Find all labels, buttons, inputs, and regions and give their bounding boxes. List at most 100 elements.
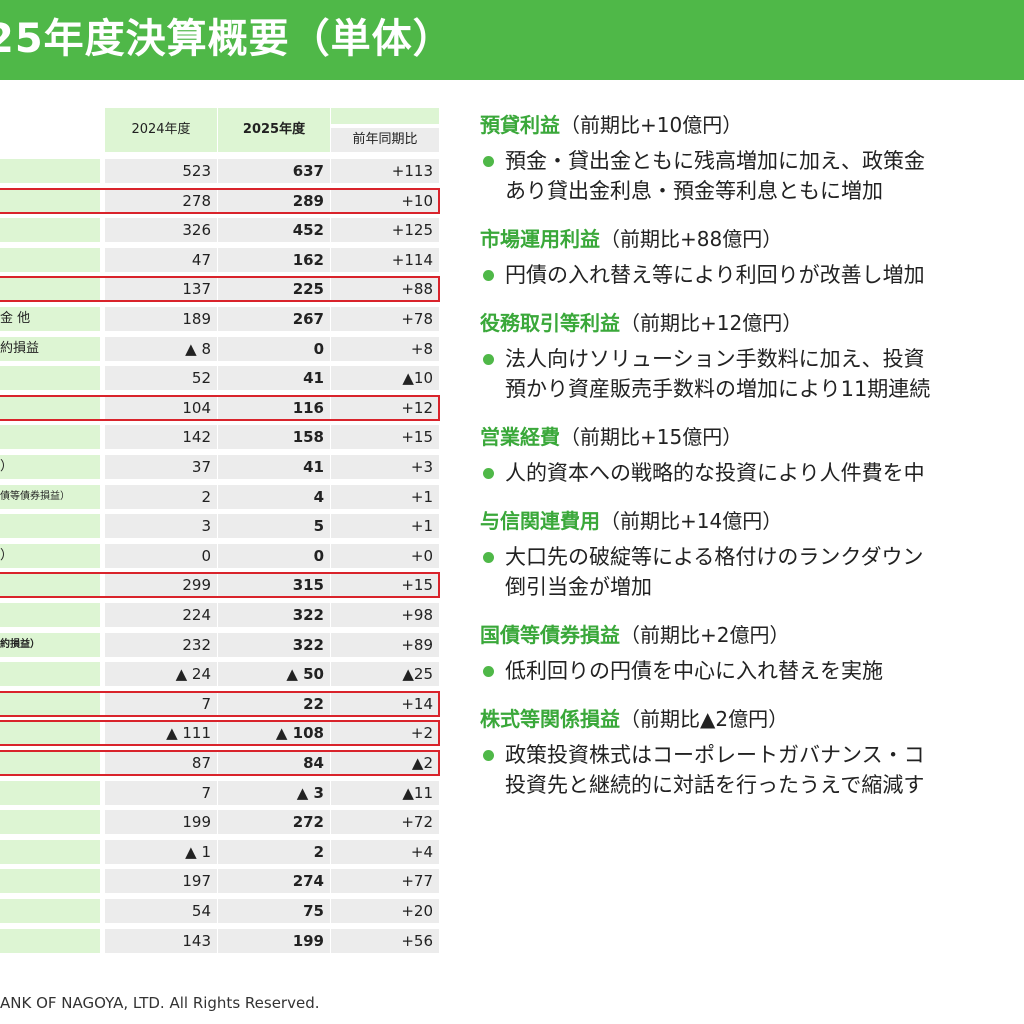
- explanations: 預貸利益（前期比+10億円） 預金・貸出金ともに残高増加に加え、政策金 あり貸出金利…: [480, 110, 1024, 800]
- bullet-dot-icon: [483, 468, 494, 479]
- section-title: 営業経費（前期比+15億円）: [480, 422, 1024, 452]
- row-label: [0, 189, 100, 213]
- bullet-dot-icon: [483, 666, 494, 677]
- value-diff: +77: [331, 869, 439, 893]
- value-2025: 162: [218, 248, 330, 272]
- value-2024: 142: [105, 425, 217, 449]
- value-2025: 0: [218, 544, 330, 568]
- section-title: 預貸利益（前期比+10億円）: [480, 110, 1024, 140]
- value-2025: 452: [218, 218, 330, 242]
- value-diff: +0: [331, 544, 439, 568]
- section-title: 株式等関係損益（前期比▲2億円）: [480, 704, 1024, 734]
- value-2024: 232: [105, 633, 217, 657]
- section-change: （前期比+88億円）: [600, 227, 783, 251]
- value-diff: +3: [331, 455, 439, 479]
- value-2025: 41: [218, 455, 330, 479]
- bullet-line: 倒引当金が増加: [505, 575, 652, 599]
- value-2025: 4: [218, 485, 330, 509]
- value-2024: 143: [105, 929, 217, 953]
- value-2025: ▲ 108: [218, 721, 330, 745]
- bullet-item: 法人向けソリューション手数料に加え、投資 預かり資産販売手数料の増加により11期連…: [480, 344, 1024, 404]
- value-2024: 3: [105, 514, 217, 538]
- row-label: [0, 159, 100, 183]
- value-2024: 52: [105, 366, 217, 390]
- explanation-section: 役務取引等利益（前期比+12億円） 法人向けソリューション手数料に加え、投資 預かり…: [480, 308, 1024, 404]
- value-2025: 315: [218, 573, 330, 597]
- header-2025-label: 2025年度: [242, 122, 306, 137]
- section-title: 与信関連費用（前期比+14億円）: [480, 506, 1024, 536]
- explanation-section: 株式等関係損益（前期比▲2億円） 政策投資株式はコーポレートガバナンス・コ 投資先と…: [480, 704, 1024, 800]
- value-2025: ▲ 50: [218, 662, 330, 686]
- value-2024: 224: [105, 603, 217, 627]
- header-2024: 2024年度: [105, 108, 217, 152]
- section-key: 株式等関係損益: [480, 707, 620, 731]
- value-2025: 199: [218, 929, 330, 953]
- results-table: 2024年度 2025年度 前年同期比 523 637 +113 278 289 +10 3…: [0, 0, 450, 1000]
- section-title: 国債等債券損益（前期比+2億円）: [480, 620, 1024, 650]
- value-2025: 158: [218, 425, 330, 449]
- page-title: 25年度決算概要（単体）: [0, 16, 454, 62]
- section-change: （前期比+15億円）: [560, 425, 743, 449]
- header-2025: 2025年度: [218, 108, 330, 152]
- value-2025: 322: [218, 603, 330, 627]
- value-diff: ▲10: [331, 366, 439, 390]
- value-2024: 278: [105, 189, 217, 213]
- title-bar: 25年度決算概要（単体）: [0, 0, 1024, 80]
- value-diff: ▲25: [331, 662, 439, 686]
- value-2024: 0: [105, 544, 217, 568]
- row-label: [0, 869, 100, 893]
- value-2024: ▲ 24: [105, 662, 217, 686]
- value-diff: +98: [331, 603, 439, 627]
- value-diff: +56: [331, 929, 439, 953]
- value-2025: 22: [218, 692, 330, 716]
- row-label: [0, 603, 100, 627]
- value-2025: 289: [218, 189, 330, 213]
- value-2024: 7: [105, 781, 217, 805]
- row-label: [0, 277, 100, 301]
- value-diff: +78: [331, 307, 439, 331]
- bullet-item: 円債の入れ替え等により利回りが改善し増加: [480, 260, 1024, 290]
- value-2024: ▲ 111: [105, 721, 217, 745]
- section-key: 与信関連費用: [480, 509, 600, 533]
- value-diff: +89: [331, 633, 439, 657]
- value-diff: +1: [331, 485, 439, 509]
- value-2025: 322: [218, 633, 330, 657]
- row-label: [0, 366, 100, 390]
- value-2024: 47: [105, 248, 217, 272]
- value-2024: 7: [105, 692, 217, 716]
- value-2024: 189: [105, 307, 217, 331]
- explanation-section: 預貸利益（前期比+10億円） 預金・貸出金ともに残高増加に加え、政策金 あり貸出金利…: [480, 110, 1024, 206]
- value-diff: +12: [331, 396, 439, 420]
- bullet-line: 円債の入れ替え等により利回りが改善し増加: [505, 263, 925, 287]
- row-label: [0, 514, 100, 538]
- value-2025: 2: [218, 840, 330, 864]
- header-2024-label: 2024年度: [131, 122, 191, 137]
- value-2024: ▲ 8: [105, 337, 217, 361]
- value-2025: 274: [218, 869, 330, 893]
- row-label: ）: [0, 455, 100, 479]
- value-diff: +8: [331, 337, 439, 361]
- row-label: 債等債券損益）: [0, 485, 100, 509]
- value-2025: 5: [218, 514, 330, 538]
- section-key: 営業経費: [480, 425, 560, 449]
- bullet-line: 大口先の破綻等による格付けのランクダウン: [505, 545, 924, 569]
- row-label: [0, 751, 100, 775]
- value-2025: 272: [218, 810, 330, 834]
- value-2024: ▲ 1: [105, 840, 217, 864]
- row-label: [0, 218, 100, 242]
- value-2025: 0: [218, 337, 330, 361]
- value-diff: +113: [331, 159, 439, 183]
- row-label: [0, 840, 100, 864]
- value-diff: +14: [331, 692, 439, 716]
- value-2025: 41: [218, 366, 330, 390]
- row-label: [0, 721, 100, 745]
- row-label: [0, 248, 100, 272]
- bullet-line: 預金・貸出金ともに残高増加に加え、政策金: [505, 149, 925, 173]
- section-change: （前期比+2億円）: [620, 623, 790, 647]
- value-diff: +20: [331, 899, 439, 923]
- section-change: （前期比+10億円）: [560, 113, 743, 137]
- value-2025: 116: [218, 396, 330, 420]
- value-2024: 37: [105, 455, 217, 479]
- value-diff: +1: [331, 514, 439, 538]
- row-label: [0, 425, 100, 449]
